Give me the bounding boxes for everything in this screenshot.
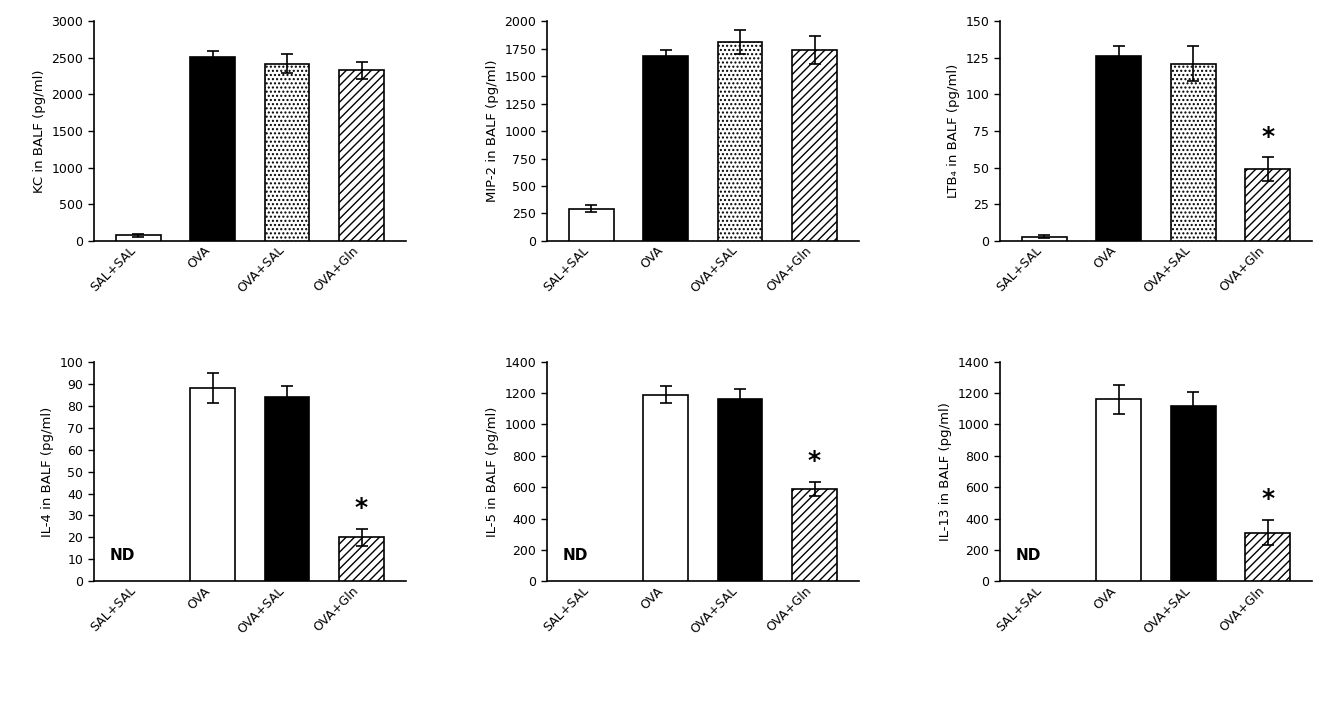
Bar: [116, 235, 161, 241]
Text: ND: ND: [562, 547, 588, 562]
Bar: [1170, 406, 1216, 581]
Bar: [1097, 399, 1141, 581]
Text: ND: ND: [110, 547, 135, 562]
Bar: [1170, 64, 1216, 241]
Y-axis label: IL-4 in BALF (pg/ml): IL-4 in BALF (pg/ml): [42, 406, 54, 537]
Bar: [569, 208, 613, 241]
Bar: [718, 398, 762, 581]
Bar: [793, 489, 837, 581]
Y-axis label: IL-5 in BALF (pg/ml): IL-5 in BALF (pg/ml): [486, 406, 499, 537]
Y-axis label: MIP-2 in BALF (pg/ml): MIP-2 in BALF (pg/ml): [486, 60, 499, 202]
Bar: [265, 397, 309, 581]
Text: *: *: [1261, 125, 1275, 149]
Bar: [1022, 237, 1067, 241]
Bar: [1245, 532, 1289, 581]
Text: ND: ND: [1015, 547, 1040, 562]
Bar: [339, 537, 384, 581]
Bar: [793, 50, 837, 241]
Y-axis label: LTB₄ in BALF (pg/ml): LTB₄ in BALF (pg/ml): [947, 64, 960, 199]
Bar: [1097, 57, 1141, 241]
Y-axis label: IL-13 in BALF (pg/ml): IL-13 in BALF (pg/ml): [939, 402, 952, 541]
Bar: [339, 70, 384, 241]
Bar: [190, 57, 236, 241]
Bar: [644, 57, 688, 241]
Bar: [265, 64, 309, 241]
Text: *: *: [355, 496, 368, 520]
Text: *: *: [807, 449, 821, 473]
Text: *: *: [1261, 487, 1275, 511]
Bar: [644, 395, 688, 581]
Bar: [718, 42, 762, 241]
Bar: [1245, 169, 1289, 241]
Y-axis label: KC in BALF (pg/ml): KC in BALF (pg/ml): [33, 69, 46, 193]
Bar: [190, 388, 236, 581]
